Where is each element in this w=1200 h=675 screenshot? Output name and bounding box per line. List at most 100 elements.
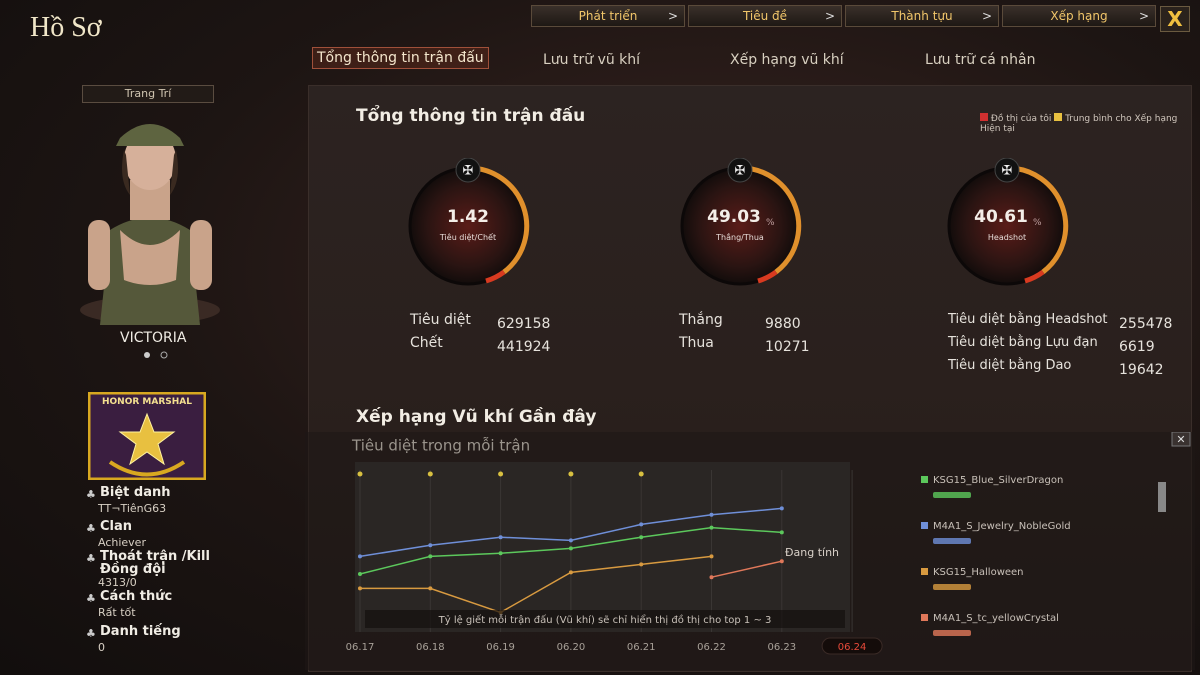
series-point bbox=[358, 586, 362, 591]
series-point bbox=[779, 506, 784, 511]
marker-dot bbox=[568, 471, 574, 477]
legend-swatch bbox=[921, 568, 928, 575]
x-tick-label: 06.17 bbox=[346, 642, 375, 653]
stat-value: 441924 bbox=[497, 339, 551, 355]
character-name: VICTORIA bbox=[120, 330, 187, 346]
series-point bbox=[568, 570, 573, 575]
gauge: ✠ 40.61 % Headshot bbox=[947, 158, 1069, 286]
x-tick-label: 06.19 bbox=[486, 642, 515, 653]
info-value: TT¬TiênG63 bbox=[98, 502, 167, 515]
x-tick-label: 06.22 bbox=[697, 642, 726, 653]
gauge-unit: % bbox=[766, 218, 775, 228]
x-tick-label: 06.23 bbox=[767, 642, 796, 653]
stat-value: 19642 bbox=[1119, 362, 1164, 378]
series-point bbox=[709, 512, 714, 517]
series-point bbox=[779, 559, 784, 564]
series-line bbox=[360, 555, 712, 614]
gauge-value: 40.61 bbox=[974, 207, 1028, 227]
series-point bbox=[568, 546, 573, 551]
weapon-icon bbox=[933, 630, 971, 636]
series-point bbox=[779, 530, 784, 535]
stat-value: 9880 bbox=[765, 316, 801, 332]
stat-value: 629158 bbox=[497, 316, 551, 332]
x-tick-label: 06.24 bbox=[838, 642, 867, 653]
decorate-button[interactable]: Trang Trí bbox=[82, 85, 214, 103]
summary-legend: Đồ thị của tôi Trung bình cho Xếp hạng H… bbox=[980, 113, 1180, 134]
series-point bbox=[709, 525, 714, 530]
info-label: Cách thức bbox=[100, 589, 173, 604]
nav-button[interactable]: Thành tựu bbox=[845, 5, 999, 27]
gauge-label: Thắng/Thua bbox=[715, 232, 764, 242]
legend-label: Trung bình cho Xếp hạng Hiện tại bbox=[980, 114, 1178, 134]
info-label: Clan bbox=[100, 519, 133, 534]
svg-text:✠: ✠ bbox=[1002, 164, 1013, 179]
series-point bbox=[428, 586, 433, 591]
gauge-label: Tiêu diệt/Chết bbox=[439, 232, 496, 242]
nav-button[interactable]: Phát triển bbox=[531, 5, 685, 27]
close-button[interactable]: X bbox=[1160, 6, 1190, 32]
nav-button[interactable]: Xếp hạng bbox=[1002, 5, 1156, 27]
status-label: Đang tính bbox=[785, 546, 839, 559]
carousel-dots bbox=[144, 351, 168, 359]
series-point bbox=[358, 572, 362, 576]
info-label: Danh tiếng bbox=[100, 624, 181, 639]
tab[interactable]: Lưu trữ vũ khí bbox=[543, 52, 641, 68]
x-tick-label: 06.20 bbox=[557, 642, 586, 653]
info-value: 4313/0 bbox=[98, 576, 137, 589]
stat-label: Thắng bbox=[679, 312, 723, 328]
stat-label: Tiêu diệt bằng Dao bbox=[948, 358, 1072, 373]
legend-label: M4A1_S_tc_yellowCrystal bbox=[933, 613, 1059, 624]
series-point bbox=[639, 562, 644, 567]
stat-label: Tiêu diệt bằng Lựu đạn bbox=[948, 335, 1098, 350]
legend-swatch bbox=[921, 614, 928, 621]
gauge-value: 1.42 bbox=[447, 207, 489, 227]
series-point bbox=[428, 543, 433, 548]
svg-text:✠: ✠ bbox=[735, 164, 746, 179]
x-tick-label: 06.18 bbox=[416, 642, 445, 653]
badge-label: HONOR MARSHAL bbox=[102, 397, 192, 407]
character-portrait bbox=[80, 124, 220, 325]
series-line bbox=[711, 560, 782, 578]
info-icon: ♣ bbox=[86, 552, 96, 565]
series-point bbox=[639, 535, 644, 540]
weapon-icon bbox=[933, 538, 971, 544]
marker-dot bbox=[427, 471, 433, 477]
page-title: Hồ Sơ bbox=[30, 12, 102, 43]
chart-title: Tiêu diệt trong mỗi trận bbox=[351, 437, 530, 455]
series-point bbox=[568, 538, 573, 543]
marker-dot bbox=[357, 471, 363, 477]
legend-swatch bbox=[921, 522, 928, 529]
tab[interactable]: Xếp hạng vũ khí bbox=[730, 52, 844, 68]
stat-value: 255478 bbox=[1119, 316, 1173, 332]
series-point bbox=[498, 535, 503, 540]
nav-button[interactable]: Tiêu đề bbox=[688, 5, 842, 27]
marker-dot bbox=[498, 471, 504, 477]
info-icon: ♣ bbox=[86, 627, 96, 640]
info-icon: ♣ bbox=[86, 592, 96, 605]
legend-label: M4A1_S_Jewelry_NobleGold bbox=[933, 521, 1071, 532]
note-box bbox=[365, 610, 845, 628]
stat-label: Tiêu diệt bằng Headshot bbox=[948, 312, 1108, 327]
info-value: 0 bbox=[98, 641, 105, 654]
info-icon: ♣ bbox=[86, 488, 96, 501]
gauge-unit: % bbox=[1033, 218, 1042, 228]
gauge-label: Headshot bbox=[988, 233, 1026, 242]
legend-label: KSG15_Blue_SilverDragon bbox=[933, 475, 1063, 486]
svg-text:✕: ✕ bbox=[1176, 433, 1185, 446]
series-point bbox=[709, 575, 714, 580]
rank-badge: HONOR MARSHAL bbox=[88, 392, 206, 480]
svg-text:✠: ✠ bbox=[463, 164, 474, 179]
info-value: Rất tốt bbox=[98, 606, 136, 619]
info-label: Thoát trận /Kill Đồng đội bbox=[100, 549, 210, 577]
weapon-icon bbox=[933, 492, 971, 498]
tab[interactable]: Lưu trữ cá nhân bbox=[925, 52, 1036, 68]
info-value: Achiever bbox=[98, 536, 146, 549]
stat-label: Thua bbox=[679, 335, 714, 351]
date-highlight bbox=[821, 637, 883, 655]
stat-value: 10271 bbox=[765, 339, 810, 355]
tab[interactable]: Tổng thông tin trận đấu bbox=[312, 47, 489, 69]
marker-dot bbox=[638, 471, 644, 477]
info-label: Biệt danh bbox=[100, 485, 171, 500]
weapon-icon bbox=[933, 584, 971, 590]
